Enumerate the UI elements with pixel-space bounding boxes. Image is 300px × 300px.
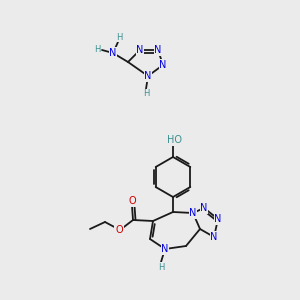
Text: N: N bbox=[109, 48, 117, 58]
Text: H: H bbox=[143, 89, 149, 98]
Text: H: H bbox=[116, 32, 122, 41]
Text: O: O bbox=[128, 196, 136, 206]
Text: N: N bbox=[159, 60, 167, 70]
Text: O: O bbox=[115, 225, 123, 235]
Text: N: N bbox=[210, 232, 218, 242]
Text: H: H bbox=[158, 262, 164, 272]
Text: HO: HO bbox=[167, 135, 182, 145]
Text: N: N bbox=[144, 71, 152, 81]
Text: H: H bbox=[94, 44, 100, 53]
Text: N: N bbox=[154, 45, 162, 55]
Text: N: N bbox=[200, 203, 208, 213]
Text: N: N bbox=[136, 45, 144, 55]
Text: N: N bbox=[189, 208, 197, 218]
Text: N: N bbox=[214, 214, 222, 224]
Text: N: N bbox=[161, 244, 169, 254]
